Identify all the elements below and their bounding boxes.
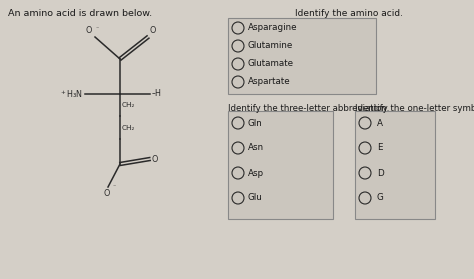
Text: Asn: Asn: [248, 143, 264, 153]
FancyBboxPatch shape: [228, 111, 333, 219]
Text: G: G: [377, 194, 384, 203]
Text: O: O: [150, 26, 156, 35]
Text: CH₂: CH₂: [122, 102, 136, 108]
Text: Identify the three-letter abbreviation.: Identify the three-letter abbreviation.: [228, 104, 389, 113]
Text: –H: –H: [152, 90, 162, 98]
Text: Gln: Gln: [248, 119, 263, 128]
Text: Glutamate: Glutamate: [248, 59, 294, 69]
Text: O: O: [86, 26, 92, 35]
Text: A: A: [377, 119, 383, 128]
Text: CH₂: CH₂: [122, 124, 136, 131]
FancyBboxPatch shape: [228, 18, 376, 94]
Text: Asparagine: Asparagine: [248, 23, 298, 32]
Text: Glu: Glu: [248, 194, 263, 203]
Text: $^+$H₃N: $^+$H₃N: [59, 88, 83, 100]
Text: ⁻: ⁻: [96, 27, 99, 32]
Text: D: D: [377, 169, 384, 177]
Text: E: E: [377, 143, 383, 153]
Text: ⁻: ⁻: [113, 185, 116, 190]
Text: Asp: Asp: [248, 169, 264, 177]
Text: O: O: [104, 189, 110, 198]
Text: Identify the one-letter symbol.: Identify the one-letter symbol.: [355, 104, 474, 113]
Text: Glutamine: Glutamine: [248, 42, 293, 50]
Text: Identify the amino acid.: Identify the amino acid.: [295, 9, 403, 18]
Text: O: O: [152, 155, 158, 163]
Text: Aspartate: Aspartate: [248, 78, 291, 86]
FancyBboxPatch shape: [355, 111, 435, 219]
Text: An amino acid is drawn below.: An amino acid is drawn below.: [8, 9, 152, 18]
